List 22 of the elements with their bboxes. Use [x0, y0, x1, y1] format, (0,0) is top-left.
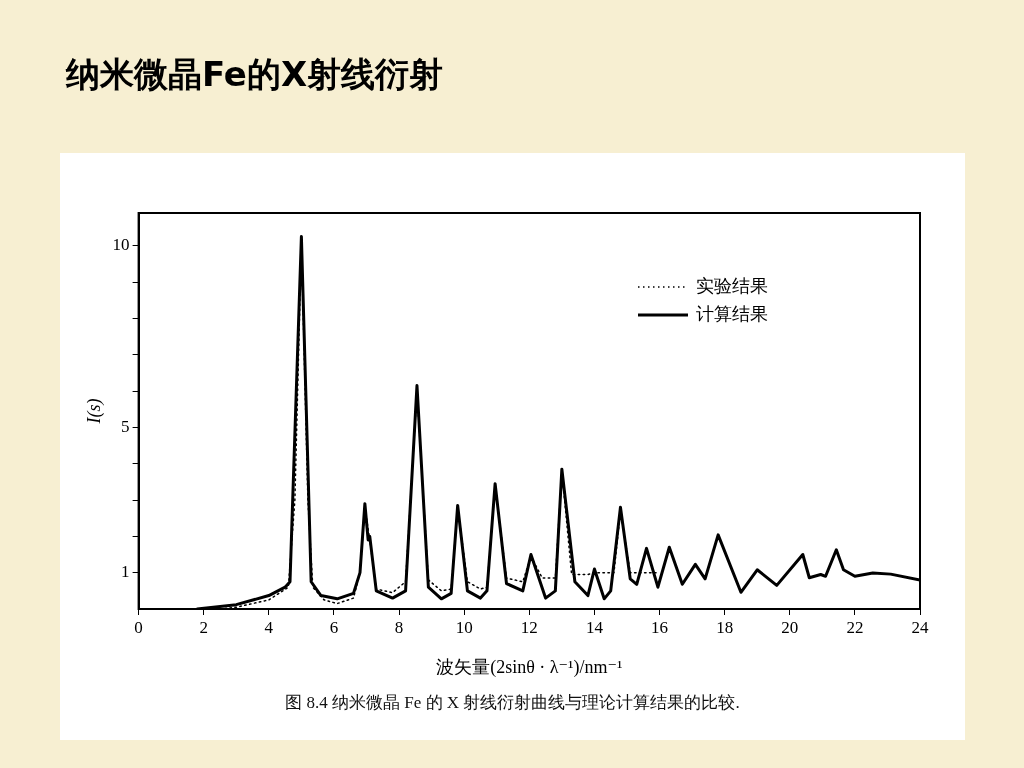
- x-tick-label: 20: [781, 617, 799, 637]
- chart-title: 纳米微晶Fe的X射线衍射: [66, 53, 444, 96]
- x-tick-label: 12: [520, 617, 538, 637]
- x-tick-label: 8: [394, 617, 404, 637]
- x-tick-label: 6: [329, 617, 339, 637]
- x-tick-label: 24: [911, 617, 929, 637]
- legend-label: 计算结果: [696, 303, 768, 324]
- x-axis-title: 波矢量(2sinθ · λ⁻¹)/nm⁻¹: [436, 656, 623, 678]
- x-tick-label: 2: [199, 617, 208, 637]
- y-tick-label: 10: [112, 235, 130, 255]
- x-tick-label: 0: [134, 617, 143, 637]
- legend-label: 实验结果: [696, 275, 768, 296]
- x-tick-label: 4: [264, 617, 274, 637]
- y-tick-label: 5: [121, 416, 130, 436]
- caption: 图 8.4 纳米微晶 Fe 的 X 射线衍射曲线与理论计算结果的比较.: [284, 692, 741, 714]
- x-tick-label: 14: [585, 617, 604, 637]
- y-axis-title: I(s): [83, 398, 105, 425]
- y-tick-label: 1: [121, 562, 130, 582]
- x-tick-label: 16: [651, 617, 669, 637]
- x-tick-label: 22: [846, 617, 864, 637]
- x-tick-label: 18: [716, 617, 734, 637]
- x-tick-label: 10: [455, 617, 473, 637]
